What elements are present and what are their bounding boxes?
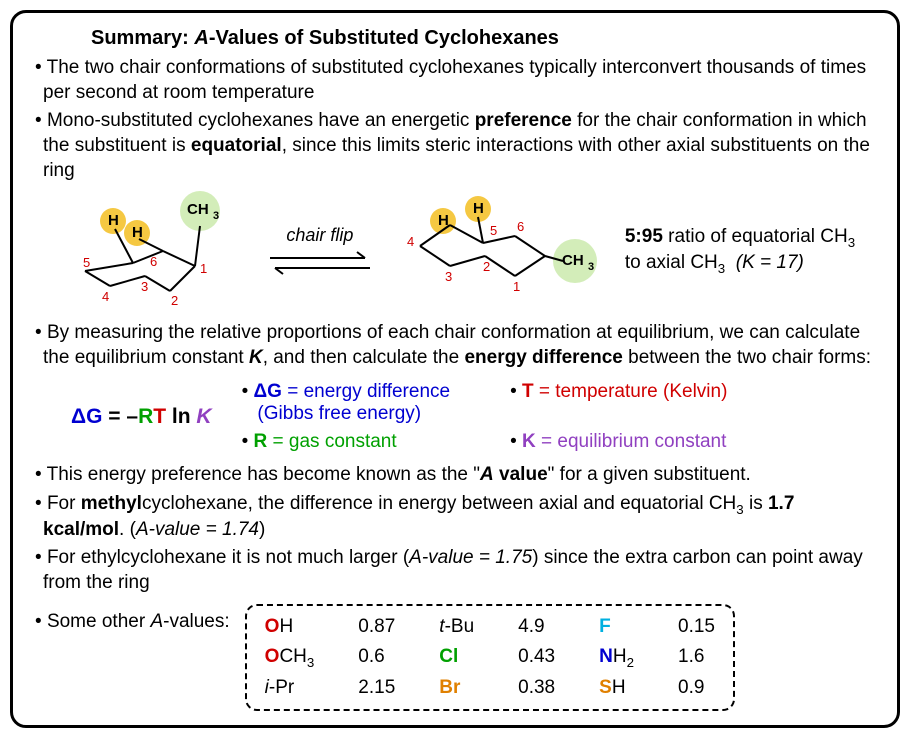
eq-k: K xyxy=(196,405,211,428)
cell-f: F xyxy=(599,616,634,638)
cell-f-val: 0.15 xyxy=(678,616,715,638)
bullet-7: Some other A-values: xyxy=(31,604,230,635)
ratio-l2b: (K = xyxy=(736,252,777,273)
svg-text:CH: CH xyxy=(187,201,209,218)
b4b: value xyxy=(494,464,548,485)
cell-tbu-val: 4.9 xyxy=(518,616,555,638)
cell-br-val: 0.38 xyxy=(518,677,555,699)
cell-och3: OCH3 xyxy=(265,646,315,670)
cell-nh2-val: 1.6 xyxy=(678,646,715,670)
b3d: between the two chair forms: xyxy=(623,347,871,368)
eq-eq: = xyxy=(102,405,126,428)
svg-text:5: 5 xyxy=(490,223,497,238)
cell-nh2: NH2 xyxy=(599,646,634,670)
svg-text:3: 3 xyxy=(213,210,219,222)
summary-panel: Summary: A-Values of Substituted Cyclohe… xyxy=(10,10,900,728)
def-dg: • ΔG = energy difference (Gibbs free ene… xyxy=(242,381,451,425)
svg-text:3: 3 xyxy=(588,261,594,273)
b7b: -values: xyxy=(163,611,230,632)
svg-text:H: H xyxy=(473,200,484,217)
chair-left: H H CH 3 1 2 3 4 5 6 xyxy=(55,191,245,311)
cell-oh: OH xyxy=(265,616,315,638)
bullet-4: This energy preference has become known … xyxy=(31,463,879,488)
b7a: Some other xyxy=(47,611,151,632)
equation-defs: • ΔG = energy difference (Gibbs free ene… xyxy=(242,381,728,453)
cell-sh: SH xyxy=(599,677,634,699)
title: Summary: A-Values of Substituted Cyclohe… xyxy=(31,27,879,50)
equilibrium-arrow-icon xyxy=(265,248,375,278)
svg-text:1: 1 xyxy=(513,279,520,294)
svg-text:4: 4 xyxy=(102,289,109,304)
cell-cl-val: 0.43 xyxy=(518,646,555,670)
eq-neg: – xyxy=(126,405,138,428)
cell-och3-val: 0.6 xyxy=(358,646,395,670)
eq-dg: ΔG xyxy=(71,405,102,428)
chair-right: H H CH 3 1 2 3 4 5 6 xyxy=(395,191,605,311)
svg-text:3: 3 xyxy=(445,269,452,284)
b3b: , and then calculate the xyxy=(263,347,465,368)
b2d: equatorial xyxy=(191,135,282,156)
bullet-5: For methylcyclohexane, the difference in… xyxy=(31,492,879,543)
def-r: • R = gas constant xyxy=(242,431,451,453)
title-a: A xyxy=(194,27,208,49)
b5f: . ( xyxy=(119,519,136,540)
title-main: -Values of Substituted Cyclohexanes xyxy=(209,27,559,49)
def-k: • K = equilibrium constant xyxy=(510,431,727,453)
b5b: methyl xyxy=(81,493,142,514)
ratio-l2a: to axial CH xyxy=(625,252,718,273)
flip-label: chair flip xyxy=(286,225,353,246)
ratio-bold: 5:95 xyxy=(625,226,663,247)
bullet-6: For ethylcyclohexane it is not much larg… xyxy=(31,546,879,595)
svg-text:3: 3 xyxy=(141,279,148,294)
title-prefix: Summary: xyxy=(91,27,194,49)
cell-tbu: t-Bu xyxy=(439,616,474,638)
equation-row: ΔG = –RT ln K • ΔG = energy difference (… xyxy=(31,381,879,453)
svg-text:CH: CH xyxy=(562,252,584,269)
b4c: " for a given substituent. xyxy=(548,464,751,485)
b2b: preference xyxy=(475,110,572,131)
def-t: • T = temperature (Kelvin) xyxy=(510,381,727,425)
cell-ipr: i-Pr xyxy=(265,677,315,699)
eq-ln: ln xyxy=(166,405,196,428)
svg-text:6: 6 xyxy=(517,219,524,234)
a-values-table: OH 0.87 t-Bu 4.9 F 0.15 OCH3 0.6 Cl 0.43… xyxy=(245,604,735,712)
ratio-l1b: ratio of equatorial CH xyxy=(663,226,848,247)
cell-oh-val: 0.87 xyxy=(358,616,395,638)
flip-arrows: chair flip xyxy=(265,225,375,278)
svg-text:H: H xyxy=(108,212,119,229)
svg-text:2: 2 xyxy=(171,293,178,308)
ratio-l2c: 17) xyxy=(776,252,803,273)
equation: ΔG = –RT ln K xyxy=(71,405,212,429)
cell-ipr-val: 2.15 xyxy=(358,677,395,699)
eq-r: R xyxy=(138,405,153,428)
b5g: A-value = 1.74 xyxy=(136,519,259,540)
b5a: For xyxy=(47,493,81,514)
svg-text:2: 2 xyxy=(483,259,490,274)
ratio-text: 5:95 ratio of equatorial CH3 to axial CH… xyxy=(625,225,855,278)
b6b: A-value = 1.75 xyxy=(409,547,532,568)
b5d: is xyxy=(744,493,768,514)
b2a: Mono-substituted cyclohexanes have an en… xyxy=(47,110,475,131)
svg-text:6: 6 xyxy=(150,254,157,269)
cell-br: Br xyxy=(439,677,474,699)
cell-sh-val: 0.9 xyxy=(678,677,715,699)
svg-text:4: 4 xyxy=(407,234,414,249)
bullet-1-text: The two chair conformations of substitut… xyxy=(43,57,866,103)
bullet-2: Mono-substituted cyclohexanes have an en… xyxy=(31,109,879,183)
svg-text:H: H xyxy=(132,224,143,241)
svg-text:H: H xyxy=(438,212,449,229)
svg-text:1: 1 xyxy=(200,261,207,276)
bullet-3: By measuring the relative proportions of… xyxy=(31,321,879,370)
table-row: Some other A-values: OH 0.87 t-Bu 4.9 F … xyxy=(31,604,879,712)
eq-t: T xyxy=(153,405,166,428)
svg-text:5: 5 xyxy=(83,255,90,270)
b5h: ) xyxy=(259,519,265,540)
b5c: cyclohexane, the difference in energy be… xyxy=(142,493,736,514)
b4a: This energy preference has become known … xyxy=(47,464,480,485)
b6a: For ethylcyclohexane it is not much larg… xyxy=(47,547,409,568)
cell-cl: Cl xyxy=(439,646,474,670)
diagram-row: H H CH 3 1 2 3 4 5 6 chair flip xyxy=(31,191,879,311)
bullet-1: The two chair conformations of substitut… xyxy=(31,56,879,105)
b3c: energy difference xyxy=(464,347,622,368)
